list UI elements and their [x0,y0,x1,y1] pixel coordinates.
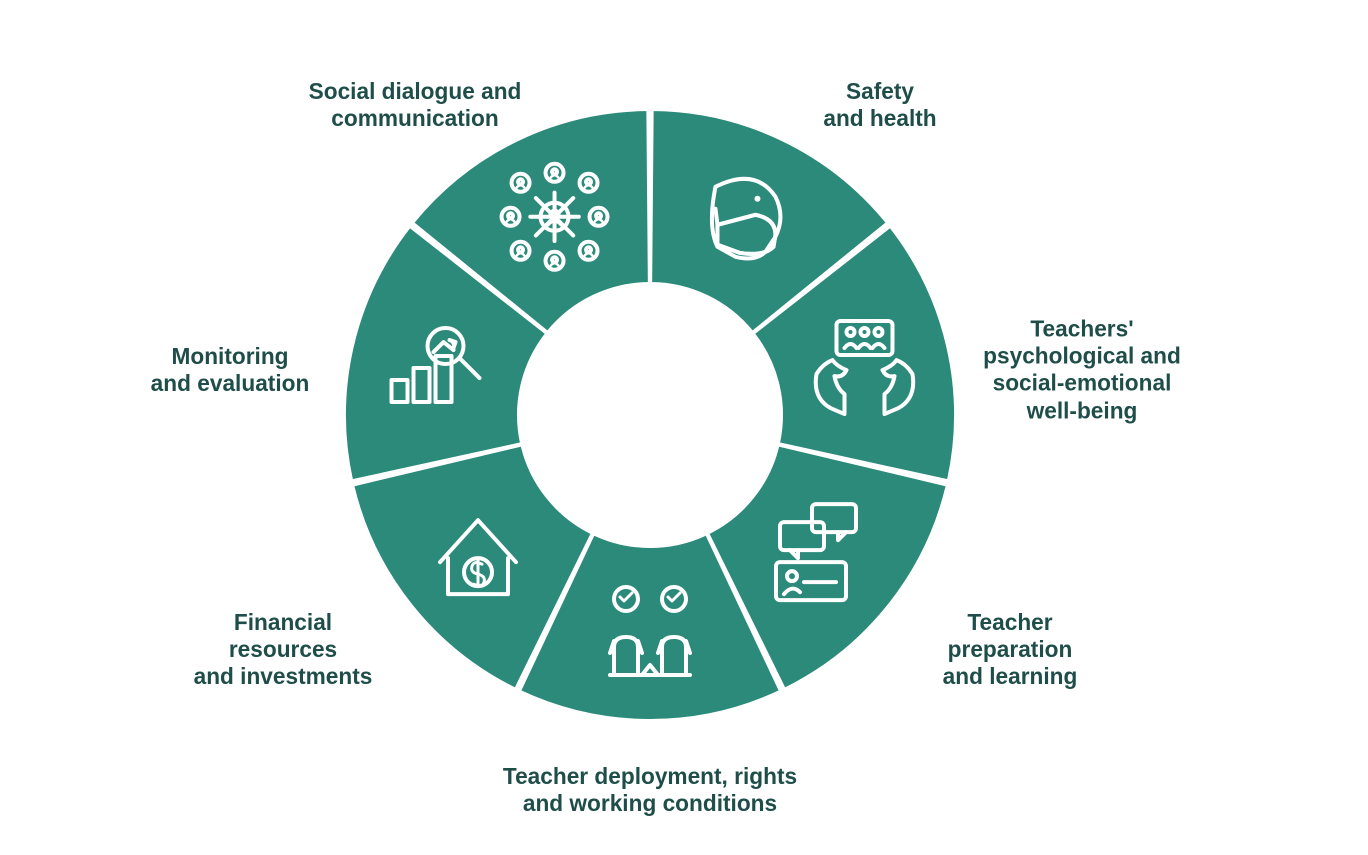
diagram-stage: Safety and healthTeachers' psychological… [0,0,1368,855]
donut-ring [0,0,1368,855]
